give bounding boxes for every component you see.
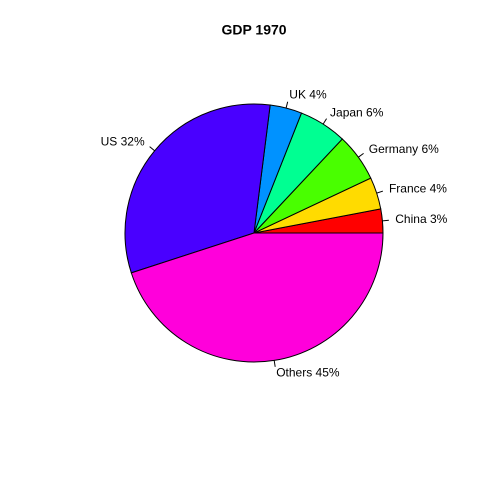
slice-label: UK 4%: [289, 88, 327, 102]
chart-title: GDP 1970: [221, 22, 286, 38]
label-tick: [322, 118, 327, 125]
label-tick: [358, 152, 364, 158]
slice-label: Japan 6%: [330, 105, 384, 119]
slice-label: Others 45%: [276, 365, 340, 379]
slice-label: France 4%: [389, 181, 447, 195]
label-tick: [273, 360, 276, 367]
slice-label: US 32%: [101, 135, 145, 149]
pie-slice: [124, 103, 271, 274]
slice-label: China 3%: [395, 212, 447, 226]
label-tick: [285, 101, 289, 109]
slice-label: Germany 6%: [369, 142, 439, 156]
label-tick: [376, 190, 383, 194]
label-tick: [149, 146, 155, 152]
label-tick: [382, 219, 389, 222]
pie-slice: [130, 232, 384, 363]
